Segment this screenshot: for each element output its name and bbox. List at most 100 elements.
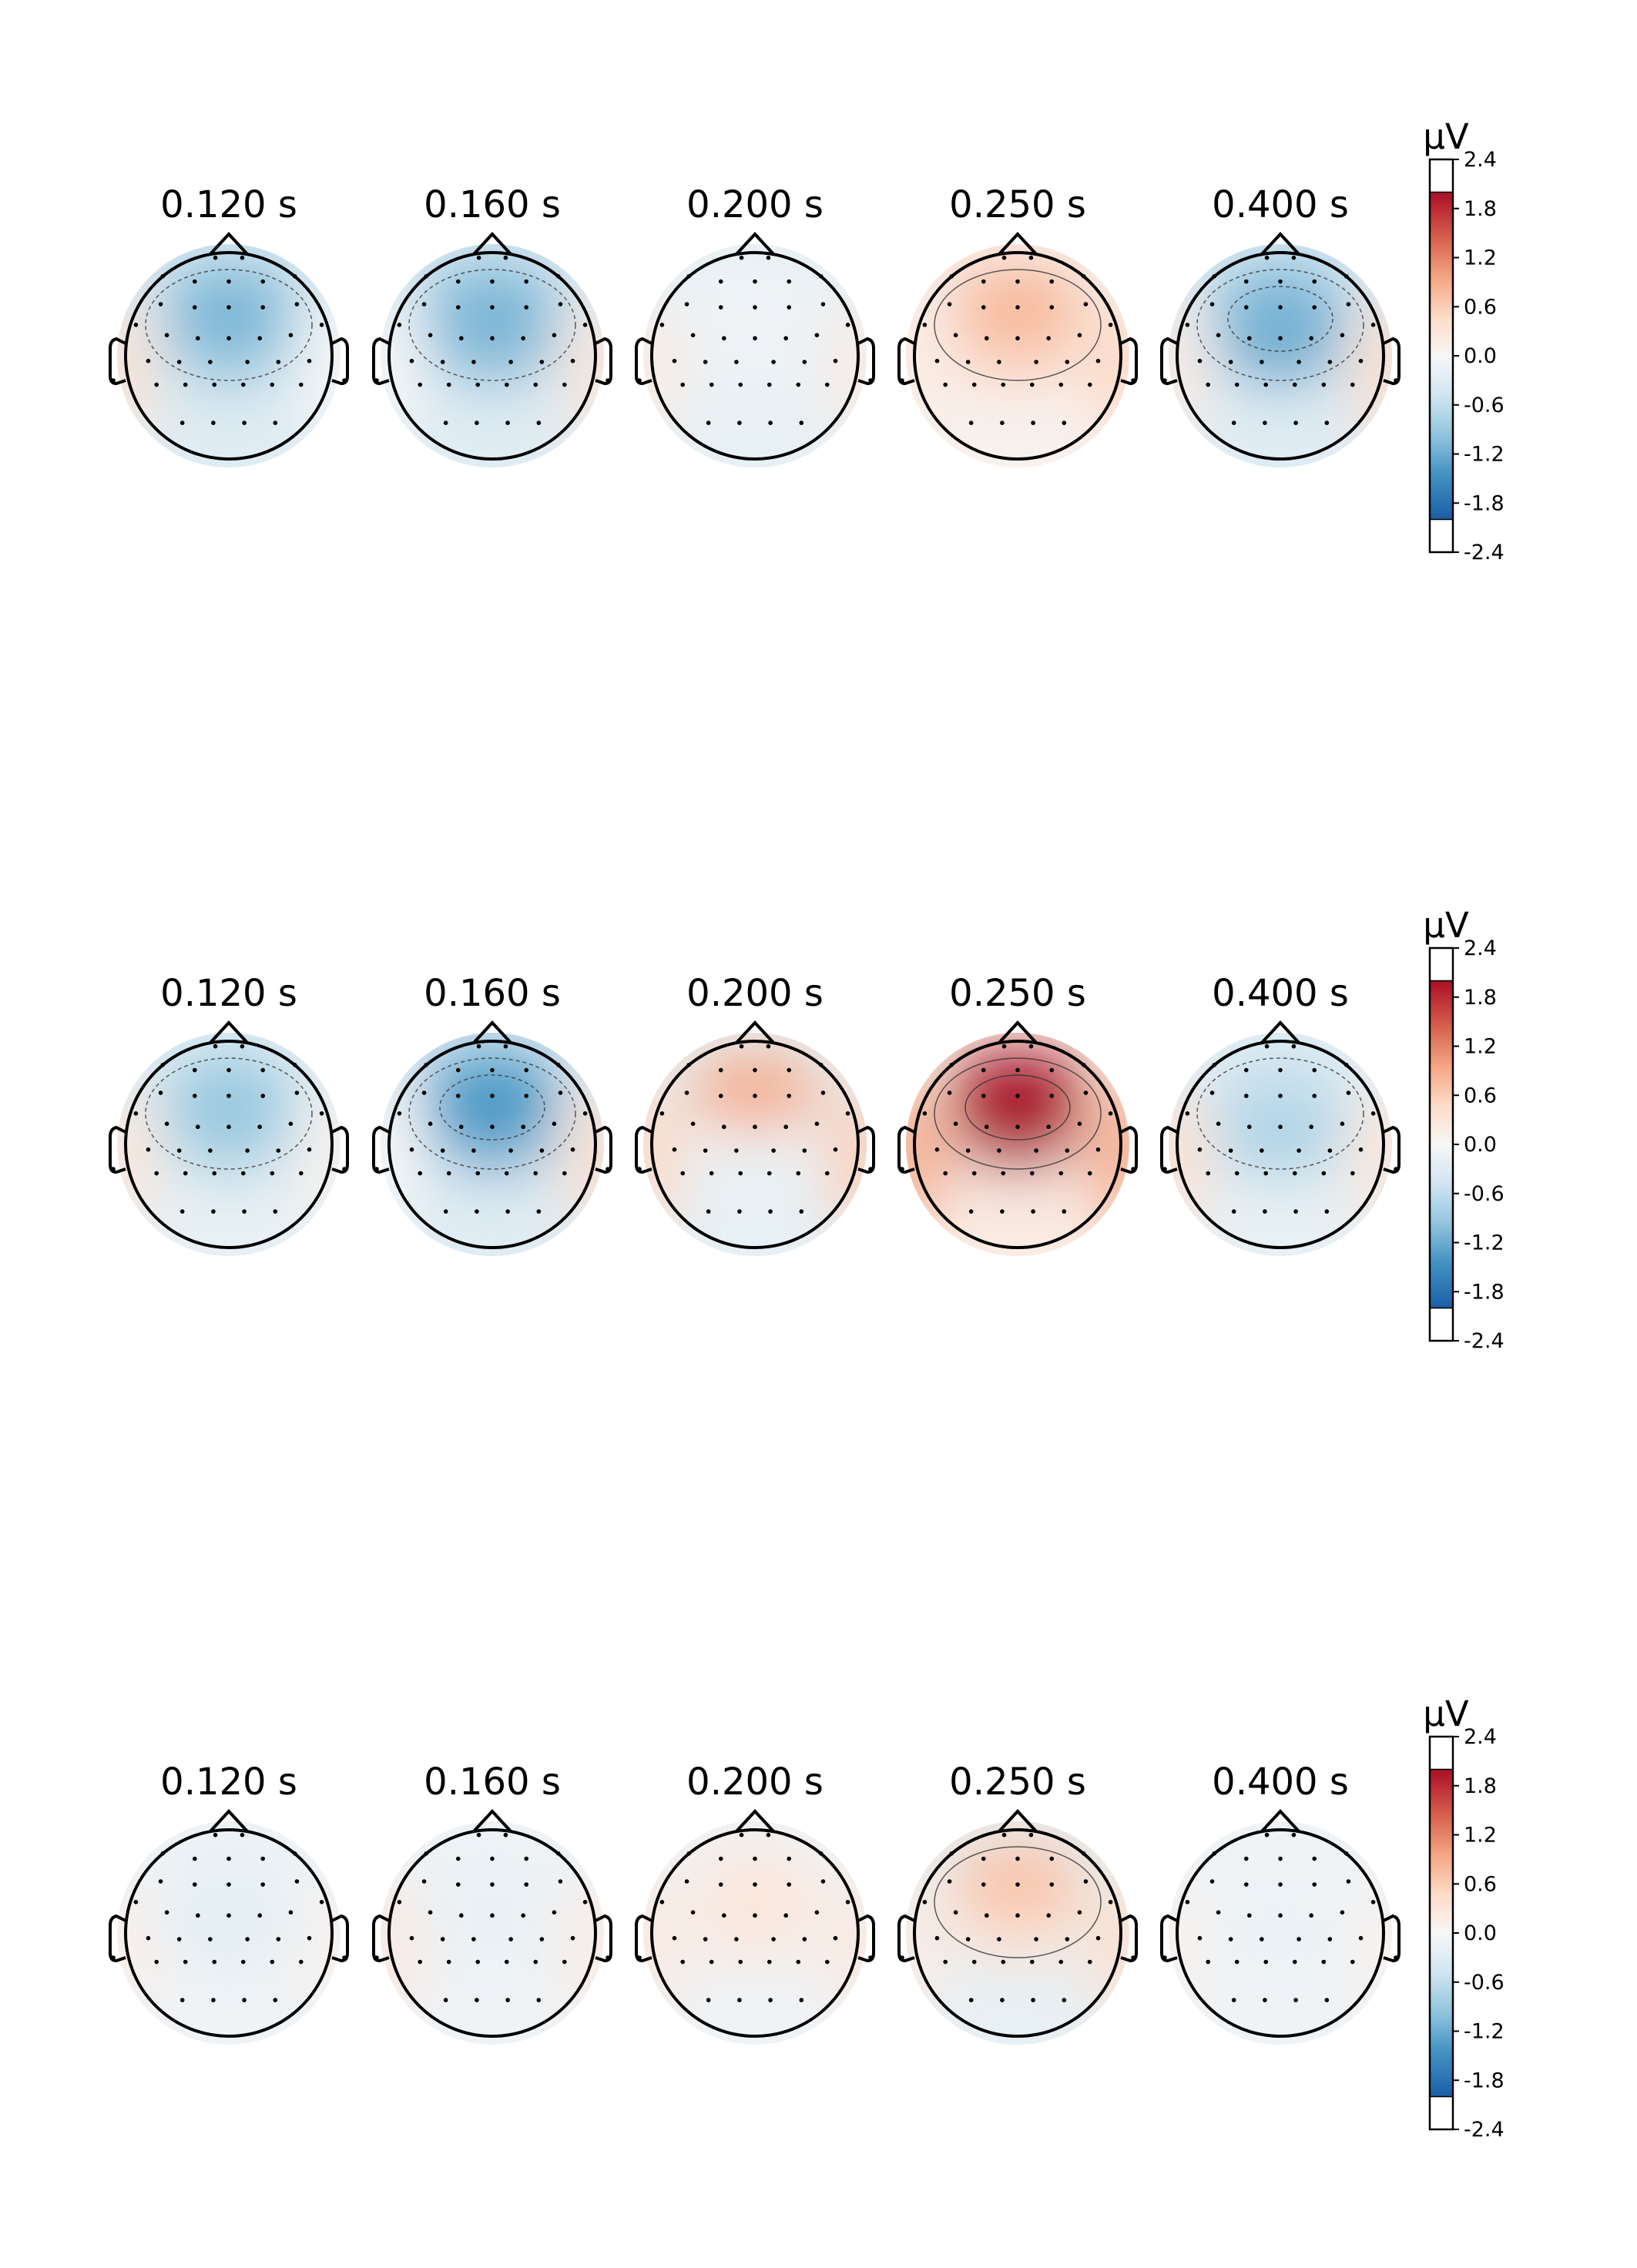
sensor-dot (943, 382, 948, 387)
sensor-dot (428, 1910, 433, 1915)
topomap-title: 0.120 s (160, 183, 297, 226)
potential-field (643, 1821, 867, 2045)
sensor-dot (257, 336, 263, 341)
sensor-dot (504, 1959, 509, 1965)
sensor-dot (1263, 1209, 1267, 1214)
sensor-dot (245, 360, 250, 364)
colorbar-tick-label: 0.6 (1464, 295, 1497, 319)
sensor-dot (718, 279, 723, 284)
topomap-title: 0.120 s (160, 972, 297, 1015)
sensor-dot (1216, 333, 1221, 338)
sensor-dot (1278, 1882, 1283, 1887)
sensor-dot (1077, 1121, 1082, 1126)
left-ear-icon (372, 337, 390, 386)
sensor-dot (1278, 1124, 1283, 1130)
topomap: 0.120 s (109, 1760, 349, 2045)
sensor-dot (968, 420, 974, 425)
colorbar-tick-label: 1.2 (1464, 1035, 1497, 1059)
sensor-dot (1049, 1882, 1055, 1887)
sensor-dot (947, 302, 952, 307)
sensor-dot (440, 1148, 445, 1153)
colorbar-tick-label: 0.0 (1464, 1921, 1497, 1945)
sensor-dot (1015, 1882, 1020, 1887)
left-ear-icon (109, 1914, 126, 1963)
sensor-dot (1131, 1955, 1136, 1960)
sensor-dot (508, 1937, 513, 1941)
sensor-dot (1370, 1111, 1376, 1116)
sensor-dot (1058, 1171, 1064, 1176)
sensor-dot (1291, 1832, 1297, 1838)
sensor-dot (397, 1111, 402, 1116)
sensor-dot (1000, 420, 1005, 425)
sensor-dot (1340, 1121, 1345, 1126)
sensor-dot (240, 255, 245, 260)
sensor-dot (787, 1856, 792, 1861)
sensor-dot (796, 382, 801, 387)
potential-field (1169, 1821, 1392, 2045)
sensor-dot (1291, 255, 1297, 260)
sensor-dot (1324, 1209, 1330, 1214)
sensor-dot (1234, 382, 1239, 387)
sensor-dot (240, 1832, 245, 1838)
sensor-dot (1278, 1856, 1283, 1861)
colorbar-tick-label: -0.6 (1464, 394, 1504, 417)
head-outline (109, 232, 349, 461)
sensor-dot (245, 1937, 250, 1941)
topomap-row: 0.120 s 0.160 s 0.200 s 0.250 s 0.400 s 2.4 1.… (109, 1693, 1504, 2142)
sensor-dot (787, 1067, 792, 1073)
sensor-dot (397, 323, 402, 327)
sensor-dot (146, 1147, 151, 1152)
sensor-dot (1088, 1959, 1092, 1965)
sensor-dot (1292, 382, 1297, 387)
nose-icon (472, 1020, 512, 1044)
sensor-dot (1088, 1171, 1092, 1176)
sensor-dot (1346, 1879, 1351, 1884)
sensor-dot (718, 1094, 723, 1098)
sensor-dot (1046, 336, 1051, 341)
sensor-dot (459, 1913, 464, 1918)
colorbar-tick-label: -1.8 (1464, 1280, 1504, 1304)
head-outline (635, 232, 875, 461)
sensor-dot (558, 1090, 563, 1095)
sensor-dot (476, 255, 481, 260)
sensor-dot (536, 1209, 542, 1214)
sensor-dot (490, 1856, 495, 1861)
sensor-dot (1231, 420, 1236, 425)
nose-icon (472, 1809, 512, 1833)
sensor-dot (212, 1171, 217, 1176)
sensor-dot (820, 302, 826, 307)
sensor-dot (226, 1856, 231, 1861)
colorbar-tick-label: 1.8 (1464, 197, 1497, 221)
sensor-dot (706, 1998, 711, 2002)
sensor-dot (799, 420, 804, 425)
sensor-dot (164, 1910, 169, 1915)
topomap: 0.160 s (372, 1760, 612, 2045)
sensor-dot (1108, 1111, 1113, 1116)
sensor-dot (183, 1171, 188, 1176)
sensor-dot (605, 1167, 610, 1171)
sensor-dot (1327, 360, 1333, 364)
sensor-dot (111, 378, 116, 383)
nose-icon (1260, 1809, 1300, 1833)
sensor-dot (1034, 1148, 1038, 1153)
sensor-dot (1324, 420, 1330, 425)
sensor-dot (273, 420, 278, 425)
right-ear-icon (595, 1914, 612, 1963)
sensor-dot (374, 1955, 379, 1960)
sensor-dot (1046, 1124, 1051, 1130)
sensor-dot (242, 1998, 247, 2002)
sensor-dot (1131, 1167, 1136, 1171)
sensor-dot (768, 420, 773, 425)
sensor-dot (490, 1067, 495, 1073)
sensor-dot (796, 1959, 801, 1965)
sensor-dot (1001, 382, 1006, 387)
sensor-dot (1083, 1879, 1089, 1884)
sensor-dot (273, 1998, 278, 2002)
contour-line (408, 1057, 576, 1170)
topomap: 0.400 s (1160, 1760, 1401, 2045)
sensor-dot (1088, 382, 1092, 387)
sensor-markers (637, 1832, 873, 2002)
sensor-dot (1243, 305, 1249, 310)
left-ear-icon (635, 1914, 652, 1963)
sensor-dot (1321, 1171, 1327, 1176)
